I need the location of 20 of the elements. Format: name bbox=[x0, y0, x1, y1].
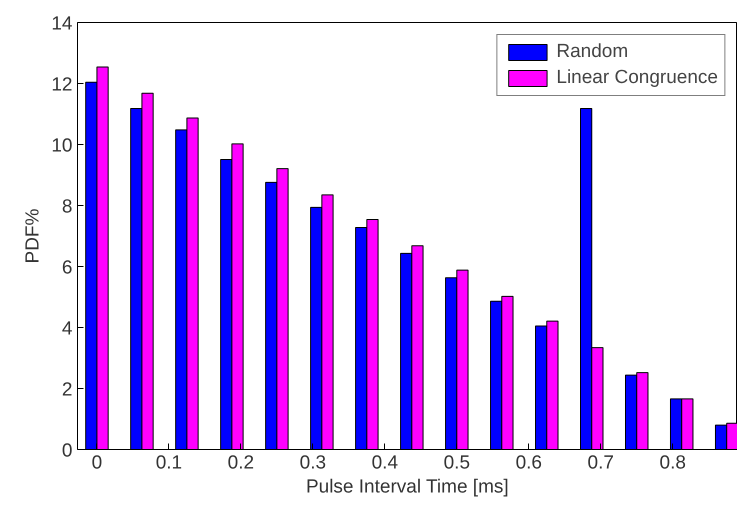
legend-label: Linear Congruence bbox=[556, 67, 718, 89]
y-tick-label: 10 bbox=[51, 136, 73, 156]
y-tick-label: 12 bbox=[51, 74, 73, 96]
x-tick-label: 0.8 bbox=[660, 452, 686, 474]
x-tick-label: 0.2 bbox=[228, 452, 254, 474]
y-axis-title: PDF% bbox=[22, 208, 44, 264]
y-tick-label: 6 bbox=[62, 258, 73, 278]
x-tick-label: 0.5 bbox=[444, 452, 470, 474]
x-axis-title: Pulse Interval Time [ms] bbox=[306, 476, 509, 498]
y-tick-label: 14 bbox=[51, 14, 73, 34]
x-tick-label: 0 bbox=[92, 452, 102, 474]
y-tick-label: 2 bbox=[62, 380, 73, 400]
y-tick-label: 8 bbox=[62, 196, 73, 218]
legend-label: Random bbox=[556, 41, 628, 63]
x-tick-label: 0.6 bbox=[516, 452, 542, 474]
x-tick-label: 0.1 bbox=[156, 452, 182, 474]
y-tick-label: 4 bbox=[62, 318, 73, 340]
x-tick-label: 0.7 bbox=[588, 452, 614, 474]
x-tick-label: 0.3 bbox=[300, 452, 326, 474]
x-tick-label: 0.4 bbox=[372, 452, 398, 474]
